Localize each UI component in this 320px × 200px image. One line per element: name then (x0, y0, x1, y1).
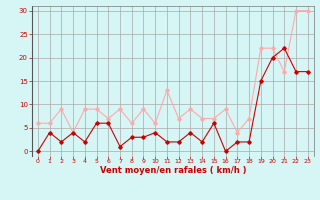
X-axis label: Vent moyen/en rafales ( km/h ): Vent moyen/en rafales ( km/h ) (100, 166, 246, 175)
